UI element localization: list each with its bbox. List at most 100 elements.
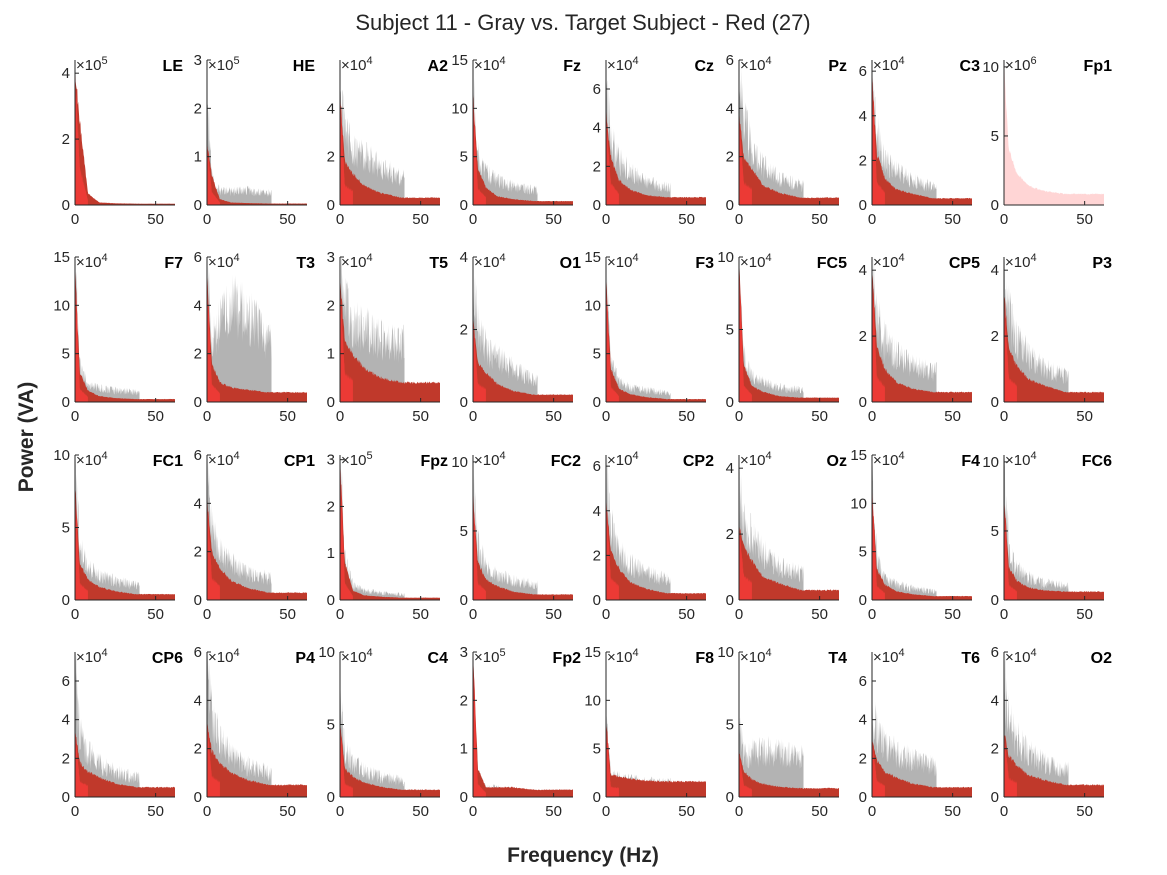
x-tick-label: 0 [336,408,344,425]
red-peak-t4 [739,749,752,797]
red-area-f4 [872,495,972,600]
y-exponent-label: ×104 [873,252,905,271]
channel-label-pz: Pz [828,58,847,75]
gray-area-t3 [207,265,272,402]
y-tick-label: 10 [584,297,601,314]
x-tick-label: 50 [412,803,429,820]
red-peak-t5 [340,272,353,402]
y-tick-label: 2 [726,149,734,166]
subplot-o1: 0 2 4 0 50 ×104 O1 [460,249,581,425]
y-exponent-label: ×104 [607,55,639,74]
x-tick-label: 0 [868,408,876,425]
x-tick-label: 0 [1000,408,1008,425]
y-tick-label: 5 [593,346,601,363]
x-tick-label: 0 [735,606,743,623]
x-tick-label: 50 [279,606,296,623]
y-tick-label: 5 [991,523,999,540]
y-tick-label: 5 [726,717,734,734]
channel-label-o2: O2 [1091,650,1112,667]
y-exponent-label: ×105 [341,450,373,469]
y-tick-label: 10 [451,100,468,117]
y-tick-label: 0 [859,197,867,214]
y-tick-label: 6 [62,673,70,690]
channel-label-t3: T3 [296,255,315,272]
red-peak-fc1 [75,477,88,600]
subplot-cp6: 0 2 4 6 0 50 ×104 CP6 [62,647,183,820]
y-tick-label: 0 [593,394,601,411]
y-tick-label: 2 [62,750,70,767]
y-tick-label: 10 [451,454,468,471]
x-tick-label: 0 [602,606,610,623]
y-exponent-label: ×104 [740,450,772,469]
y-exponent-label: ×105 [474,647,506,666]
x-axis-label: Frequency (Hz) [507,844,659,867]
subplot-a2: 0 2 4 0 50 ×104 A2 [327,55,448,228]
y-tick-label: 10 [717,644,734,661]
y-tick-label: 4 [726,100,734,117]
y-tick-label: 0 [327,394,335,411]
y-tick-label: 2 [859,152,867,169]
channel-label-c4: C4 [428,650,449,667]
subplot-fpz: 0 1 2 3 0 50 ×105 Fpz [327,450,448,623]
y-tick-label: 2 [726,526,734,543]
red-peak-fc2 [473,492,486,600]
red-peak-c3 [872,74,885,206]
x-tick-label: 50 [412,606,429,623]
y-tick-label: 0 [194,197,202,214]
y-tick-label: 0 [327,789,335,806]
x-tick-label: 0 [469,606,477,623]
y-exponent-label: ×104 [607,252,639,271]
x-tick-label: 50 [412,211,429,228]
x-tick-label: 0 [336,606,344,623]
y-exponent-label: ×104 [1005,252,1037,271]
red-peak-fpz [340,455,353,600]
x-tick-label: 50 [944,211,961,228]
y-tick-label: 4 [991,692,999,709]
channel-label-f7: F7 [164,255,183,272]
gray-area-cp5 [872,257,937,402]
x-tick-label: 0 [469,211,477,228]
x-tick-label: 0 [71,803,79,820]
y-tick-label: 2 [593,158,601,175]
y-tick-label: 1 [327,545,335,562]
y-tick-label: 0 [327,592,335,609]
x-tick-label: 0 [735,803,743,820]
y-tick-label: 0 [859,789,867,806]
y-tick-label: 5 [726,322,734,339]
red-area-c3 [872,77,972,205]
subplot-pz: 0 2 4 6 0 50 ×104 Pz [726,52,847,228]
channel-label-f4: F4 [961,453,980,470]
y-tick-label: 1 [194,149,202,166]
y-exponent-label: ×104 [1005,647,1037,666]
y-tick-label: 0 [991,592,999,609]
x-tick-label: 0 [203,408,211,425]
channel-label-t5: T5 [429,255,448,272]
subplot-cp5: 0 2 4 0 50 ×104 CP5 [859,252,980,425]
gray-area-fp2 [473,652,538,797]
x-tick-label: 50 [147,606,164,623]
y-exponent-label: ×104 [740,252,772,271]
red-peak-o2 [1004,729,1017,797]
x-tick-label: 50 [678,606,695,623]
subplot-c3: 0 2 4 6 0 50 ×104 C3 [859,55,980,228]
x-tick-label: 0 [1000,803,1008,820]
red-peak-cz [606,107,619,205]
y-tick-label: 6 [726,52,734,69]
y-tick-label: 2 [593,547,601,564]
channel-label-p4: P4 [295,650,315,667]
red-peak-f8 [606,714,619,797]
y-exponent-label: ×104 [474,55,506,74]
y-axis-label: Power (VA) [15,382,38,492]
gray-area-p3 [1004,257,1069,402]
y-tick-label: 3 [327,452,335,469]
y-tick-label: 0 [859,394,867,411]
red-area-cp6 [75,733,175,797]
y-tick-label: 4 [62,65,70,82]
red-area-f7 [75,271,175,402]
y-tick-label: 0 [62,197,70,214]
y-tick-label: 0 [62,592,70,609]
red-peak-cp6 [75,724,88,797]
y-tick-label: 10 [850,495,867,512]
gray-area-cp1 [207,455,272,600]
subplot-fz: 0 5 10 15 0 50 ×104 Fz [451,52,581,228]
